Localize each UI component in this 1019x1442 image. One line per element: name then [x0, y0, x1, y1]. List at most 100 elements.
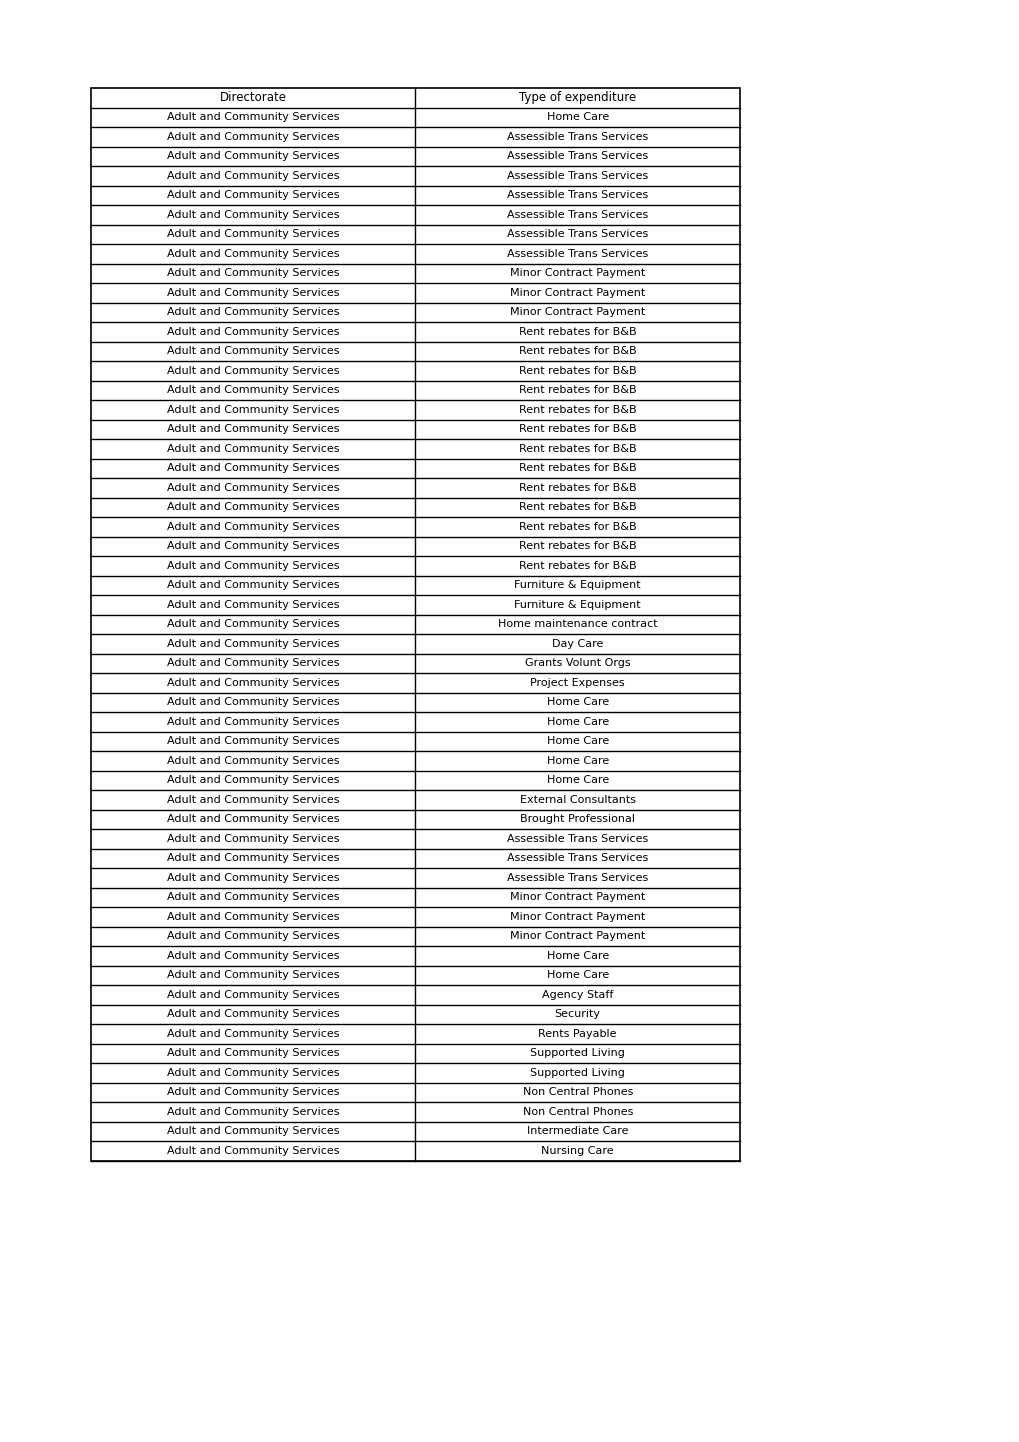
- Text: Adult and Community Services: Adult and Community Services: [167, 170, 339, 180]
- Text: Adult and Community Services: Adult and Community Services: [167, 658, 339, 668]
- Text: Assessible Trans Services: Assessible Trans Services: [506, 249, 648, 258]
- Text: Minor Contract Payment: Minor Contract Payment: [510, 288, 645, 297]
- Text: Adult and Community Services: Adult and Community Services: [167, 989, 339, 999]
- Text: Adult and Community Services: Adult and Community Services: [167, 229, 339, 239]
- Text: Intermediate Care: Intermediate Care: [527, 1126, 628, 1136]
- Text: Rents Payable: Rents Payable: [538, 1028, 616, 1038]
- Text: Agency Staff: Agency Staff: [541, 989, 612, 999]
- Text: Minor Contract Payment: Minor Contract Payment: [510, 268, 645, 278]
- Text: Rent rebates for B&B: Rent rebates for B&B: [519, 483, 636, 493]
- Text: Assessible Trans Services: Assessible Trans Services: [506, 209, 648, 219]
- Text: Rent rebates for B&B: Rent rebates for B&B: [519, 346, 636, 356]
- Text: Home Care: Home Care: [546, 970, 608, 981]
- Text: Minor Contract Payment: Minor Contract Payment: [510, 932, 645, 942]
- Text: Adult and Community Services: Adult and Community Services: [167, 1107, 339, 1116]
- Text: Adult and Community Services: Adult and Community Services: [167, 463, 339, 473]
- Text: Adult and Community Services: Adult and Community Services: [167, 366, 339, 376]
- Text: Adult and Community Services: Adult and Community Services: [167, 346, 339, 356]
- Text: Brought Professional: Brought Professional: [520, 815, 635, 825]
- Text: External Consultants: External Consultants: [520, 795, 635, 805]
- Text: Adult and Community Services: Adult and Community Services: [167, 385, 339, 395]
- Text: Supported Living: Supported Living: [530, 1067, 625, 1077]
- Text: Home Care: Home Care: [546, 737, 608, 747]
- Text: Home Care: Home Care: [546, 112, 608, 123]
- Text: Rent rebates for B&B: Rent rebates for B&B: [519, 502, 636, 512]
- Text: Adult and Community Services: Adult and Community Services: [167, 737, 339, 747]
- Text: Adult and Community Services: Adult and Community Services: [167, 502, 339, 512]
- Text: Adult and Community Services: Adult and Community Services: [167, 483, 339, 493]
- Text: Assessible Trans Services: Assessible Trans Services: [506, 190, 648, 200]
- Text: Adult and Community Services: Adult and Community Services: [167, 639, 339, 649]
- Text: Adult and Community Services: Adult and Community Services: [167, 151, 339, 162]
- Text: Rent rebates for B&B: Rent rebates for B&B: [519, 444, 636, 454]
- Text: Home Care: Home Care: [546, 756, 608, 766]
- Text: Adult and Community Services: Adult and Community Services: [167, 970, 339, 981]
- Text: Rent rebates for B&B: Rent rebates for B&B: [519, 463, 636, 473]
- Text: Adult and Community Services: Adult and Community Services: [167, 1146, 339, 1155]
- Text: Minor Contract Payment: Minor Contract Payment: [510, 893, 645, 903]
- Text: Nursing Care: Nursing Care: [541, 1146, 613, 1155]
- Text: Adult and Community Services: Adult and Community Services: [167, 1126, 339, 1136]
- Text: Home maintenance contract: Home maintenance contract: [497, 619, 657, 629]
- Text: Adult and Community Services: Adult and Community Services: [167, 1067, 339, 1077]
- Text: Adult and Community Services: Adult and Community Services: [167, 795, 339, 805]
- Text: Home Care: Home Care: [546, 698, 608, 707]
- Text: Furniture & Equipment: Furniture & Equipment: [514, 600, 640, 610]
- Text: Adult and Community Services: Adult and Community Services: [167, 522, 339, 532]
- Text: Minor Contract Payment: Minor Contract Payment: [510, 307, 645, 317]
- Text: Adult and Community Services: Adult and Community Services: [167, 444, 339, 454]
- Text: Adult and Community Services: Adult and Community Services: [167, 619, 339, 629]
- Text: Security: Security: [554, 1009, 600, 1019]
- Text: Adult and Community Services: Adult and Community Services: [167, 541, 339, 551]
- Text: Rent rebates for B&B: Rent rebates for B&B: [519, 561, 636, 571]
- Text: Day Care: Day Care: [551, 639, 603, 649]
- Text: Directorate: Directorate: [219, 91, 286, 104]
- Text: Home Care: Home Care: [546, 776, 608, 786]
- Text: Adult and Community Services: Adult and Community Services: [167, 112, 339, 123]
- Text: Adult and Community Services: Adult and Community Services: [167, 600, 339, 610]
- Text: Adult and Community Services: Adult and Community Services: [167, 815, 339, 825]
- Text: Grants Volunt Orgs: Grants Volunt Orgs: [525, 658, 630, 668]
- Text: Rent rebates for B&B: Rent rebates for B&B: [519, 424, 636, 434]
- Text: Adult and Community Services: Adult and Community Services: [167, 698, 339, 707]
- Text: Assessible Trans Services: Assessible Trans Services: [506, 131, 648, 141]
- Text: Adult and Community Services: Adult and Community Services: [167, 911, 339, 921]
- Text: Adult and Community Services: Adult and Community Services: [167, 756, 339, 766]
- Text: Type of expenditure: Type of expenditure: [519, 91, 636, 104]
- Text: Adult and Community Services: Adult and Community Services: [167, 405, 339, 415]
- Text: Assessible Trans Services: Assessible Trans Services: [506, 170, 648, 180]
- Text: Adult and Community Services: Adult and Community Services: [167, 424, 339, 434]
- Text: Adult and Community Services: Adult and Community Services: [167, 1087, 339, 1097]
- Text: Non Central Phones: Non Central Phones: [522, 1087, 633, 1097]
- Text: Furniture & Equipment: Furniture & Equipment: [514, 580, 640, 590]
- Text: Adult and Community Services: Adult and Community Services: [167, 1048, 339, 1058]
- Text: Rent rebates for B&B: Rent rebates for B&B: [519, 405, 636, 415]
- Text: Minor Contract Payment: Minor Contract Payment: [510, 911, 645, 921]
- Text: Adult and Community Services: Adult and Community Services: [167, 950, 339, 960]
- Text: Supported Living: Supported Living: [530, 1048, 625, 1058]
- Text: Adult and Community Services: Adult and Community Services: [167, 249, 339, 258]
- Text: Assessible Trans Services: Assessible Trans Services: [506, 229, 648, 239]
- Text: Adult and Community Services: Adult and Community Services: [167, 580, 339, 590]
- Text: Adult and Community Services: Adult and Community Services: [167, 717, 339, 727]
- Text: Assessible Trans Services: Assessible Trans Services: [506, 151, 648, 162]
- Text: Rent rebates for B&B: Rent rebates for B&B: [519, 385, 636, 395]
- Text: Adult and Community Services: Adult and Community Services: [167, 288, 339, 297]
- Text: Home Care: Home Care: [546, 717, 608, 727]
- Text: Assessible Trans Services: Assessible Trans Services: [506, 872, 648, 883]
- Text: Adult and Community Services: Adult and Community Services: [167, 932, 339, 942]
- Text: Adult and Community Services: Adult and Community Services: [167, 209, 339, 219]
- Text: Non Central Phones: Non Central Phones: [522, 1107, 633, 1116]
- Text: Rent rebates for B&B: Rent rebates for B&B: [519, 541, 636, 551]
- Bar: [91, 88, 739, 1161]
- Text: Adult and Community Services: Adult and Community Services: [167, 1009, 339, 1019]
- Text: Adult and Community Services: Adult and Community Services: [167, 307, 339, 317]
- Text: Rent rebates for B&B: Rent rebates for B&B: [519, 366, 636, 376]
- Text: Adult and Community Services: Adult and Community Services: [167, 893, 339, 903]
- Text: Adult and Community Services: Adult and Community Services: [167, 776, 339, 786]
- Text: Adult and Community Services: Adult and Community Services: [167, 190, 339, 200]
- Text: Rent rebates for B&B: Rent rebates for B&B: [519, 522, 636, 532]
- Text: Assessible Trans Services: Assessible Trans Services: [506, 833, 648, 844]
- Text: Adult and Community Services: Adult and Community Services: [167, 1028, 339, 1038]
- Text: Adult and Community Services: Adult and Community Services: [167, 561, 339, 571]
